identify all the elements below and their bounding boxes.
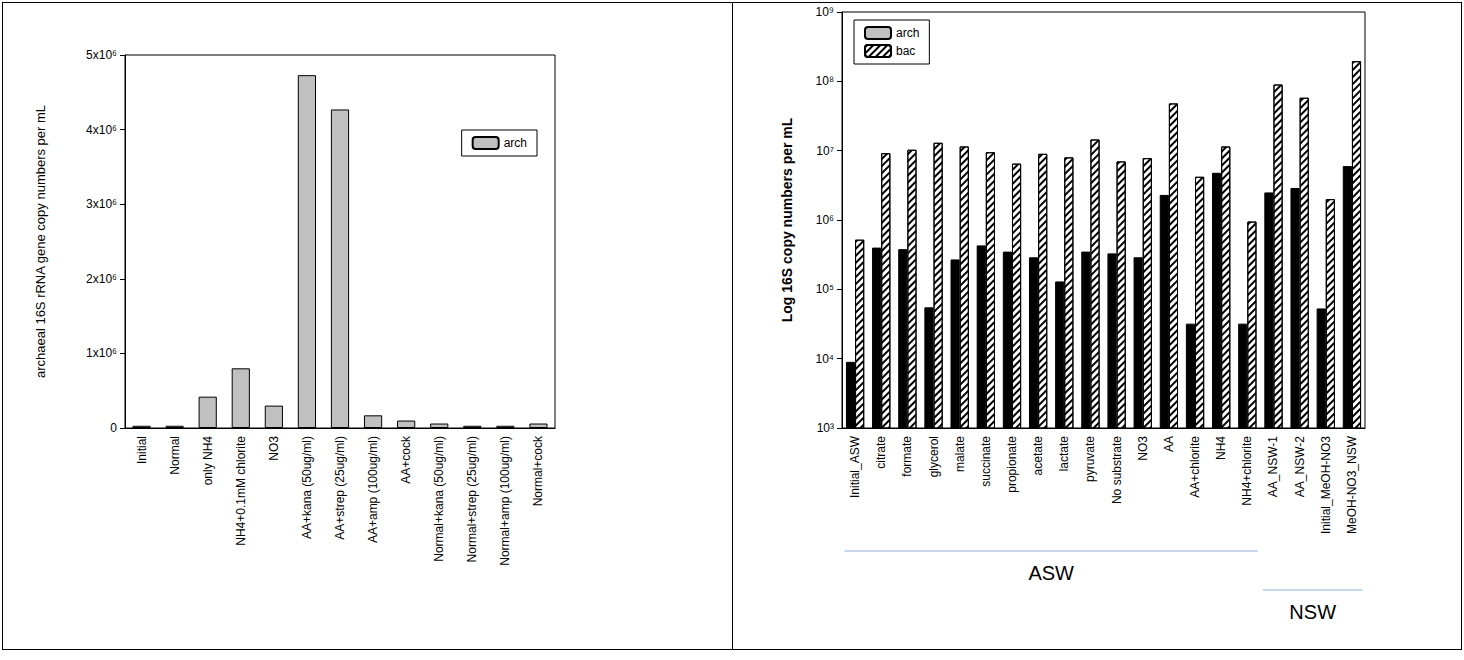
svg-text:AA+amp (100ug/ml): AA+amp (100ug/ml)	[366, 436, 380, 543]
svg-text:4x10⁶: 4x10⁶	[86, 123, 117, 137]
svg-text:Initial: Initial	[135, 436, 149, 464]
svg-text:formate: formate	[900, 436, 914, 477]
svg-text:AA_NSW-2: AA_NSW-2	[1293, 436, 1307, 497]
svg-text:Normal+cock: Normal+cock	[531, 435, 545, 506]
svg-text:10⁵: 10⁵	[816, 282, 834, 296]
svg-text:only NH4: only NH4	[201, 436, 215, 486]
svg-text:arch: arch	[504, 136, 527, 150]
svg-text:NSW: NSW	[1289, 601, 1336, 623]
svg-text:3x10⁶: 3x10⁶	[86, 197, 117, 211]
svg-text:10³: 10³	[817, 421, 834, 435]
svg-text:citrate: citrate	[874, 436, 888, 469]
svg-text:10⁶: 10⁶	[816, 213, 834, 227]
svg-text:5x10⁶: 5x10⁶	[86, 48, 117, 62]
svg-text:bac: bac	[896, 44, 915, 58]
svg-text:propionate: propionate	[1005, 436, 1019, 493]
svg-text:AA+strep (25ug/ml): AA+strep (25ug/ml)	[333, 436, 347, 540]
svg-text:NH4: NH4	[1214, 436, 1228, 460]
svg-text:acetate: acetate	[1031, 436, 1045, 476]
svg-text:AA+kana (50ug/ml): AA+kana (50ug/ml)	[300, 436, 314, 539]
svg-text:lactate: lactate	[1057, 436, 1071, 472]
svg-text:ASW: ASW	[1028, 562, 1074, 584]
svg-text:NO3: NO3	[267, 436, 281, 461]
svg-text:Log 16S copy numbers per mL: Log 16S copy numbers per mL	[779, 117, 795, 322]
svg-text:NO3: NO3	[1136, 436, 1150, 461]
svg-text:succinate: succinate	[979, 436, 993, 487]
svg-text:malate: malate	[953, 436, 967, 472]
svg-text:archaeal 16S rRNA gene copy nu: archaeal 16S rRNA gene copy numbers per …	[33, 105, 48, 378]
svg-text:Initial_MeOH-NO3: Initial_MeOH-NO3	[1319, 436, 1333, 534]
svg-text:NH4+0.1mM chlorite: NH4+0.1mM chlorite	[234, 436, 248, 546]
svg-text:1x10⁶: 1x10⁶	[86, 346, 117, 360]
svg-text:10⁴: 10⁴	[815, 352, 834, 366]
svg-text:10⁸: 10⁸	[816, 74, 834, 88]
svg-text:pyruvate: pyruvate	[1083, 436, 1097, 482]
svg-text:AA+chlorite: AA+chlorite	[1188, 436, 1202, 498]
svg-text:2x10⁶: 2x10⁶	[86, 272, 117, 286]
svg-text:Initial_ASW: Initial_ASW	[848, 435, 862, 498]
svg-text:glycerol: glycerol	[927, 436, 941, 477]
svg-text:0: 0	[110, 421, 117, 435]
svg-text:No substrate: No substrate	[1110, 436, 1124, 504]
svg-text:10⁷: 10⁷	[816, 144, 834, 158]
svg-text:AA_NSW-1: AA_NSW-1	[1266, 436, 1280, 497]
svg-text:Normal: Normal	[168, 436, 182, 475]
svg-text:Normal+strep (25ug/ml): Normal+strep (25ug/ml)	[465, 436, 479, 562]
svg-text:Normal+kana (50ug/ml): Normal+kana (50ug/ml)	[432, 436, 446, 562]
svg-text:Normal+amp (100ug/ml): Normal+amp (100ug/ml)	[498, 436, 512, 566]
svg-text:NH4+chlorite: NH4+chlorite	[1240, 436, 1254, 506]
svg-text:MeOH-NO3_NSW: MeOH-NO3_NSW	[1345, 435, 1359, 534]
svg-text:10⁹: 10⁹	[816, 5, 835, 19]
svg-text:AA+cock: AA+cock	[399, 435, 413, 484]
svg-text:AA: AA	[1162, 436, 1176, 452]
svg-text:arch: arch	[896, 26, 919, 40]
